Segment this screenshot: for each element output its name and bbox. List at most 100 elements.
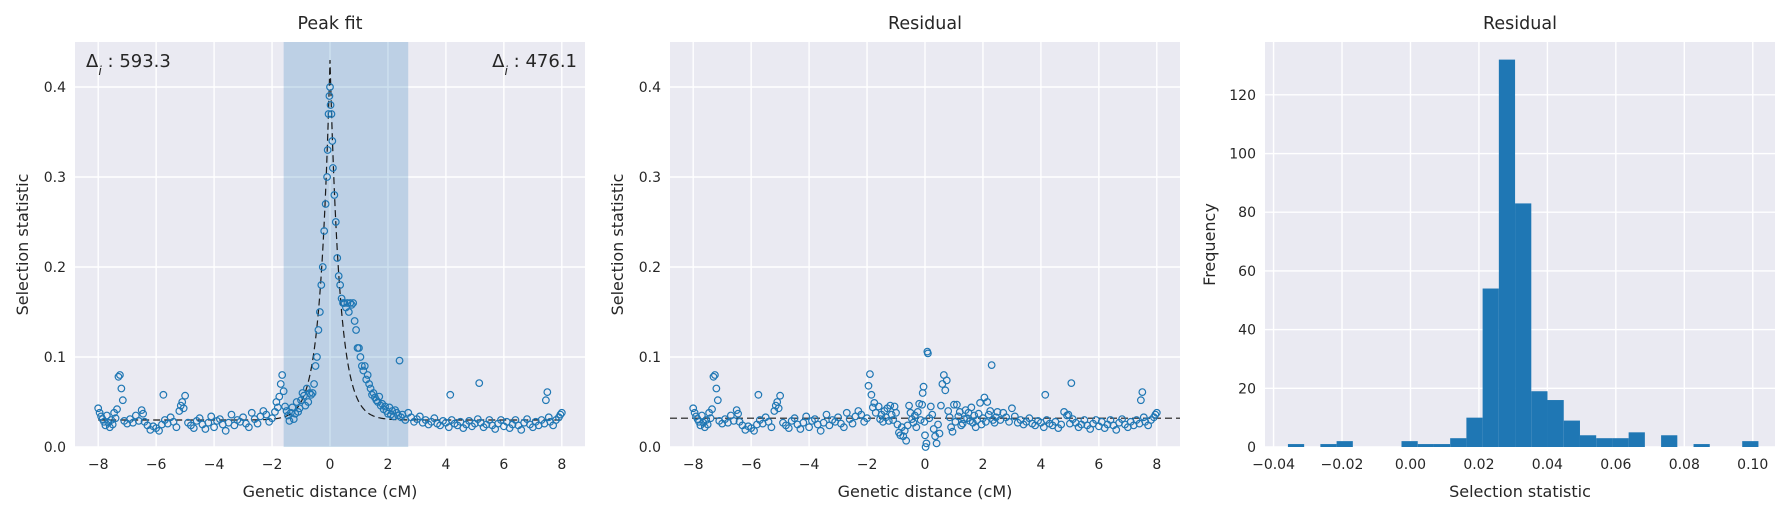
residual-grid (670, 42, 1180, 448)
data-point (942, 376, 951, 385)
data-point (314, 326, 323, 334)
data-point (360, 362, 369, 370)
data-point (703, 420, 712, 429)
data-point (275, 392, 284, 401)
data-point (928, 410, 937, 419)
data-point (189, 424, 198, 433)
y-tick-label: 120 (1229, 88, 1256, 104)
data-point (913, 408, 922, 416)
x-tick-label: −0.04 (1252, 457, 1295, 473)
x-tick-label: 6 (499, 457, 508, 473)
data-point (155, 426, 163, 435)
delta-subscript: i (98, 63, 102, 78)
histogram-bar (1612, 438, 1629, 447)
residual-ticks: −8 −6 −4 −2 0 2 4 6 8 0.0 0.1 0.2 0.3 0.4 (639, 80, 1162, 473)
x-tick-label: 0.04 (1532, 457, 1563, 473)
data-point (292, 398, 301, 406)
peak-fit-panel: −8 −6 −4 −2 0 2 4 6 8 0.0 0.1 0.2 0.3 0.4 Peak fit Ge… (13, 14, 585, 501)
data-point (921, 443, 930, 451)
data-point (984, 410, 993, 419)
data-point (839, 423, 848, 432)
data-point (702, 416, 711, 424)
x-tick-label: −8 (88, 457, 109, 473)
histogram-bar (1596, 438, 1613, 447)
data-point (344, 308, 353, 316)
histogram-ticks: −0.04 −0.02 0.00 0.02 0.04 0.06 0.08 0.10 0 20 40 6… (1229, 88, 1768, 473)
residual-points (689, 347, 1161, 451)
data-point (415, 412, 424, 421)
data-point (347, 300, 356, 309)
data-point (363, 371, 372, 379)
y-tick-label: 60 (1238, 264, 1256, 280)
data-point (834, 413, 842, 422)
data-point (867, 390, 876, 399)
histogram-bar (1450, 438, 1467, 447)
peak-region-shading (283, 42, 409, 447)
data-point (244, 423, 253, 432)
y-tick-label: 0.3 (639, 170, 661, 186)
x-tick-label: 2 (383, 457, 392, 473)
delta-value: : 476.1 (508, 51, 577, 72)
data-point (729, 417, 738, 425)
histogram-xlabel: Selection statistic (1449, 482, 1591, 501)
data-point (181, 391, 190, 400)
data-point (118, 396, 127, 405)
data-point (802, 412, 811, 421)
x-tick-label: 0 (326, 457, 335, 473)
x-tick-label: 0.02 (1463, 457, 1494, 473)
histogram-ylabel: Frequency (1200, 203, 1219, 286)
data-point (889, 416, 898, 424)
data-point (294, 408, 303, 416)
data-point (709, 372, 718, 381)
data-point (239, 413, 247, 422)
histogram-bar (1742, 441, 1759, 447)
data-point (179, 404, 188, 413)
data-point (1008, 404, 1016, 413)
data-point (863, 414, 871, 423)
x-tick-label: 2 (978, 457, 987, 473)
histogram-bar (1287, 444, 1305, 447)
data-point (929, 425, 938, 433)
y-tick-label: 0 (1247, 440, 1256, 456)
data-point (1112, 426, 1121, 434)
data-point (333, 254, 342, 262)
data-point (689, 404, 698, 413)
histogram-bar (1401, 441, 1418, 447)
data-point (967, 403, 976, 412)
data-point (1139, 413, 1148, 422)
data-point (905, 401, 913, 410)
x-tick-label: 0.10 (1737, 457, 1768, 473)
data-point (331, 218, 340, 226)
data-point (864, 381, 873, 390)
data-point (711, 371, 719, 379)
data-point (932, 439, 941, 448)
data-point (912, 423, 921, 432)
y-tick-label: 0.4 (44, 80, 66, 96)
data-point (1005, 417, 1013, 426)
data-point (336, 281, 345, 289)
data-point (958, 419, 967, 428)
data-point (921, 431, 929, 440)
data-point (113, 405, 121, 414)
data-point (987, 361, 996, 370)
histogram-bar (1482, 288, 1499, 447)
data-point (916, 416, 925, 424)
data-point (1057, 420, 1066, 429)
data-point (941, 386, 950, 395)
data-point (108, 420, 117, 429)
histogram-bar (1661, 435, 1678, 447)
histogram-bar (1417, 444, 1434, 447)
data-point (305, 389, 314, 397)
data-point (321, 200, 330, 208)
data-point (281, 402, 289, 411)
data-point (346, 299, 355, 307)
residual-scatter-panel: −8 −6 −4 −2 0 2 4 6 8 0.0 0.1 0.2 0.3 0.4 Residual Ge… (608, 14, 1180, 501)
data-point (734, 409, 742, 418)
data-point (381, 402, 389, 411)
y-tick-label: 100 (1229, 147, 1256, 163)
data-point (790, 414, 799, 423)
data-point (116, 371, 124, 379)
data-point (343, 299, 352, 307)
x-tick-label: 0 (921, 457, 930, 473)
data-point (268, 414, 276, 423)
